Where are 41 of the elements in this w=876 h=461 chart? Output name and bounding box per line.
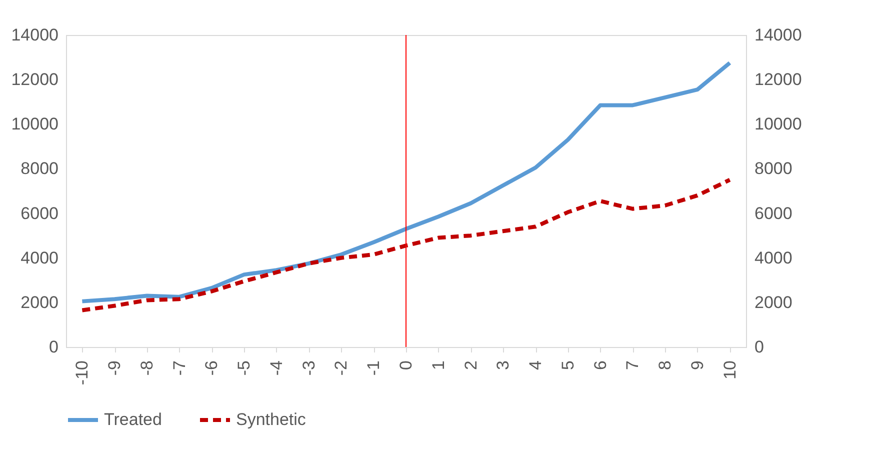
x-tick-label: -1 [364,360,384,376]
y2-tick-label: 0 [754,338,764,356]
y-tick-label: 0 [49,338,58,356]
y2-tick-label: 6000 [754,204,792,223]
x-tick-label: 2 [461,360,480,370]
x-tick-label: 8 [656,360,675,370]
y-tick-label: 4000 [20,248,58,268]
y-tick-label: 14000 [11,26,58,44]
y2-tick-label: 2000 [754,292,792,312]
x-tick-label: -9 [105,360,124,376]
legend-label: Synthetic [236,410,306,429]
x-tick-label: 10 [720,360,740,380]
line-series [80,178,732,312]
line-series [80,60,732,304]
x-tick-label: -10 [72,360,92,386]
y-tick-label: 8000 [20,159,58,178]
y2-tick-label: 8000 [754,159,792,178]
x-tick-label: -6 [202,360,222,376]
y-tick-label: 6000 [20,204,58,223]
x-tick-label: 9 [688,360,707,370]
y2-tick-label: 14000 [754,26,802,44]
y-tick-label: 10000 [11,114,58,134]
x-tick-label: -5 [234,360,254,376]
y2-tick-label: 10000 [754,114,802,134]
x-tick-label: 0 [396,360,416,370]
x-tick-label: 1 [428,360,448,370]
legend-label: Treated [104,410,162,429]
x-tick-label: 7 [623,360,642,370]
x-tick-label: -8 [137,360,156,376]
x-tick-label: -2 [332,360,351,376]
x-tick-label: 4 [526,360,546,370]
x-tick-label: 3 [494,360,513,370]
y-tick-label: 12000 [11,70,58,90]
x-tick-label: -4 [266,360,286,376]
y-tick-label: 2000 [20,292,58,312]
x-tick-label: -7 [170,360,189,376]
x-tick-label: 6 [590,360,610,370]
x-tick-label: 5 [558,360,578,370]
y2-tick-label: 12000 [754,70,802,90]
x-tick-label: -3 [299,360,318,376]
y2-tick-label: 4000 [754,248,792,268]
